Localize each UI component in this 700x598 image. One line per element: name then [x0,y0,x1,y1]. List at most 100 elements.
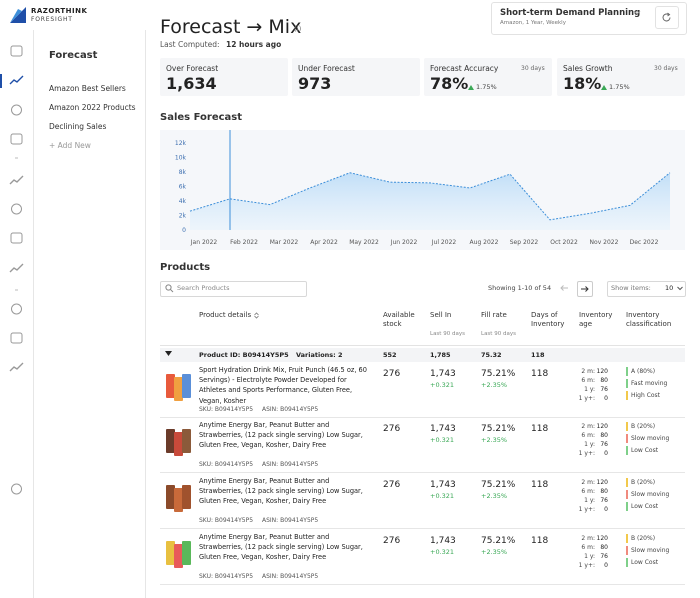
search-icon [165,284,174,293]
class-text: High Cost [631,392,661,399]
logo-mark [10,7,26,23]
product-image [166,485,191,512]
kpi-label: Forecast Accuracy [430,64,499,73]
age-value: 120 [596,368,608,375]
column-header[interactable]: Inventory age [579,311,613,328]
icon-shape [9,263,24,273]
nav-icon [9,75,24,85]
triangle [468,85,474,90]
x-tick-label: Jul 2022 [431,239,457,246]
column-header[interactable]: Sell In [430,311,452,319]
sku: SKU: B09414Y5P5 [199,573,254,580]
chevron [633,10,641,15]
icon-shape [10,133,23,145]
info-icon[interactable]: (i) [294,25,302,33]
y-tick-label: 6k [179,184,187,191]
group-stock: 552 [383,351,397,359]
y-tick-label: 0 [182,227,186,234]
product-shape [166,485,175,509]
plan-selector[interactable] [491,2,687,35]
sidebar-item[interactable]: Amazon Best Sellers [49,84,126,93]
class-text: B (20%) [631,423,656,430]
x-tick-label: Jun 2022 [390,239,418,246]
column-header[interactable]: Days of Inventory [531,311,565,328]
x-tick-label: Nov 2022 [590,239,619,246]
sell-in: 1,743 [430,536,456,546]
kpi-label: Under Forecast [298,64,355,73]
x-tick-label: Jan 2022 [190,239,218,246]
product-shape [166,541,175,565]
age-label: 1 y+: [578,395,595,402]
column-header[interactable]: Inventory classification [626,311,672,328]
nav-icon [11,104,22,116]
y-tick-label: 4k [179,198,187,205]
product-image [166,541,191,568]
class-bar [626,558,628,567]
header-line [160,345,685,346]
age-value: 120 [596,479,608,486]
x-tick-label: Mar 2022 [270,239,299,246]
kpi-card [557,58,685,96]
sort-icon[interactable] [254,312,259,319]
class-bar [626,534,628,543]
icon-shape [11,104,22,116]
product-name: Sport Hydration Drink Mix, Fruit Punch (… [199,366,367,405]
sidebar-item[interactable]: Amazon 2022 Products [49,103,136,112]
stock: 276 [383,369,401,379]
nav-icons [9,45,24,495]
nav-icon [11,483,22,495]
fill-rate: 75.21% [481,536,516,546]
class-text: A (80%) [631,368,656,375]
fill-rate-change: +2.35% [481,548,508,556]
class-bar [626,446,628,455]
show-items-box[interactable] [607,281,686,297]
icon-rail [0,30,34,598]
sell-in-change: +0.321 [430,436,455,444]
age-value: 0 [604,562,608,569]
kpi-label: Over Forecast [166,64,219,73]
nav-icon [10,133,23,145]
age-label: 2 m: [581,535,595,542]
class-text: Slow moving [631,491,670,498]
x-tick-label: May 2022 [349,239,379,246]
product-shape [182,374,191,398]
class-bar [626,478,628,487]
collapse-icon[interactable] [165,351,172,357]
stock: 276 [383,424,401,434]
days: 118 [531,536,549,546]
kpi-value: 78% [430,74,469,93]
age-label: 1 y: [584,497,595,504]
product-name: Anytime Energy Bar, Peanut Butter and St… [199,533,363,562]
kpi-value: 18% [563,74,602,93]
product-shape [174,488,183,512]
group-fill-rate: 75.32 [481,351,502,359]
age-value: 76 [600,553,608,560]
column-header[interactable]: Available stock [383,311,415,328]
age-value: 0 [604,395,608,402]
show-items-chevron [677,286,683,291]
group-days: 118 [531,351,545,359]
row-divider [160,528,685,529]
product-shape [166,429,175,453]
column-header[interactable]: Fill rate [481,311,507,319]
x-tick-label: Dec 2022 [630,239,659,246]
age-label: 1 y: [584,441,595,448]
chart-title: Sales Forecast [160,112,243,123]
next-page[interactable] [577,281,593,297]
add-new[interactable]: + Add New [49,141,91,150]
search-box[interactable] [160,281,307,297]
sidebar-item[interactable]: Declining Sales [49,122,107,131]
age-value: 120 [596,423,608,430]
area [190,172,670,230]
asin: ASIN: B09414Y5P5 [262,573,319,580]
line [189,172,671,221]
fill-rate-change: +2.35% [481,492,508,500]
days: 118 [531,424,549,434]
sell-in: 1,743 [430,424,456,434]
age-label: 2 m: [581,423,595,430]
column-header[interactable]: Product details [199,311,252,319]
sell-in: 1,743 [430,480,456,490]
refresh-button[interactable] [655,6,679,29]
age-label: 2 m: [581,479,595,486]
